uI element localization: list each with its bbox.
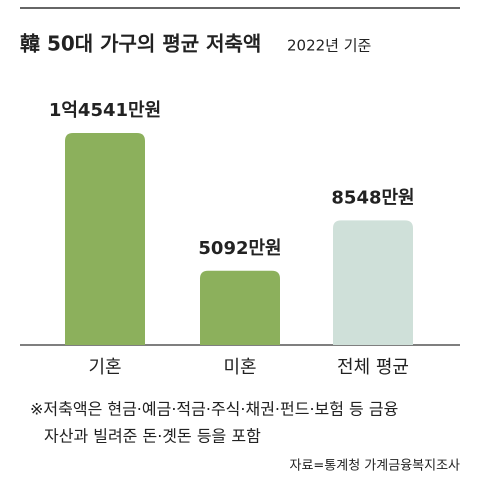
chart-title: 韓 50대 가구의 평균 저축액: [20, 32, 261, 56]
value-label: 1억4541만원: [49, 100, 161, 121]
note: 자산과 빌려준 돈·곗돈 등을 포함: [44, 427, 261, 446]
chart-subtitle: 2022년 기준: [287, 37, 372, 55]
bar: [200, 270, 280, 345]
bar: [333, 220, 413, 345]
x-tick-label: 전체 평균: [337, 357, 409, 378]
value-label: 8548만원: [331, 187, 414, 208]
value-label: 5092만원: [198, 238, 281, 259]
x-tick-label: 기혼: [88, 357, 121, 378]
bar: [65, 133, 145, 345]
note: ※저축액은 현금·예금·적금·주식·채권·펀드·보험 등 금융: [30, 400, 398, 419]
x-tick-label: 미혼: [223, 357, 256, 378]
source: 자료=통계청 가계금융복지조사: [289, 459, 460, 474]
